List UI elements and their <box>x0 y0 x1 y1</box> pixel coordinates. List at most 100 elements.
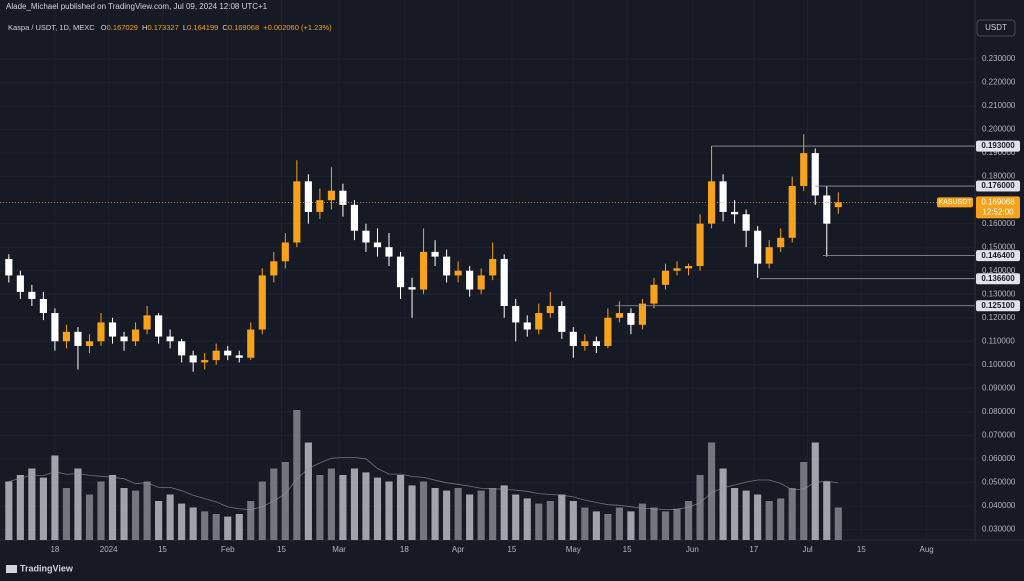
candle-body <box>742 214 750 231</box>
volume-bar <box>201 511 209 540</box>
y-tick-label: 0.130000 <box>982 289 1016 298</box>
volume-bar <box>224 516 232 540</box>
y-tick-label: 0.140000 <box>982 266 1016 275</box>
x-tick-label: Mar <box>332 545 346 554</box>
volume-bar <box>293 410 301 540</box>
candle-body <box>396 256 405 288</box>
volume-bar <box>362 472 370 540</box>
y-tick-label: 0.220000 <box>982 78 1016 87</box>
candle-body <box>304 181 312 212</box>
volume-bar <box>270 468 278 540</box>
ohlc-label: H <box>142 23 147 32</box>
candle-body <box>201 360 209 363</box>
candle-body <box>247 329 255 358</box>
level-label-bg <box>976 140 1020 152</box>
candle-body <box>592 341 600 346</box>
volume-bar <box>166 494 174 540</box>
volume-bar <box>558 494 566 540</box>
volume-bar <box>811 442 819 540</box>
candle-body <box>327 190 335 201</box>
volume-bar <box>546 501 554 540</box>
volume-bar <box>327 468 335 540</box>
volume-bar <box>661 511 670 540</box>
volume-bar <box>189 507 197 540</box>
volume-bar <box>247 501 255 540</box>
candle-body <box>489 258 497 276</box>
candle-body <box>74 331 82 346</box>
volume-bar <box>719 468 727 540</box>
candle-body <box>339 190 347 205</box>
y-tick-label: 0.060000 <box>982 454 1016 463</box>
volume-bar <box>97 481 105 540</box>
volume-bar <box>131 490 140 540</box>
currency-button[interactable] <box>976 19 1016 37</box>
volume-bar <box>834 507 842 540</box>
candle-body <box>719 181 727 212</box>
volume-bar <box>408 485 416 540</box>
volume-bar <box>788 488 796 540</box>
candle-body <box>696 223 704 267</box>
candle-body <box>316 200 324 212</box>
candle-body <box>293 181 301 243</box>
level-label: 0.146400 <box>981 251 1015 260</box>
volume-bar <box>385 481 393 540</box>
candle-body <box>178 341 186 356</box>
x-tick-label: Jul <box>802 545 812 554</box>
candle-body <box>258 275 266 330</box>
candle-body <box>97 322 105 342</box>
ohlc-value: 0.173327 <box>147 23 178 32</box>
candle-body <box>777 237 785 248</box>
x-tick-label: 15 <box>158 545 167 554</box>
volume-bar <box>512 494 520 540</box>
volume-bar <box>650 507 658 540</box>
candle-body <box>558 305 566 332</box>
volume-bar <box>742 490 750 540</box>
x-tick-label: Jun <box>686 545 699 554</box>
volume-bar <box>535 503 543 540</box>
volume-bar <box>466 494 474 540</box>
candle-body <box>16 275 24 292</box>
volume-bar <box>120 488 128 540</box>
volume-bar <box>454 488 462 540</box>
volume-bar <box>258 481 266 540</box>
candle-body <box>661 270 670 285</box>
x-tick-label: 15 <box>857 545 866 554</box>
volume-bar <box>304 442 312 540</box>
candle-body <box>684 266 693 269</box>
y-tick-label: 0.160000 <box>982 219 1016 228</box>
level-label: 0.193000 <box>981 141 1015 150</box>
candle-body <box>362 230 370 243</box>
volume-bar <box>108 475 117 540</box>
candle-body <box>466 270 474 290</box>
volume-bar <box>235 514 243 540</box>
volume-bar <box>85 494 94 540</box>
candle-body <box>143 315 151 330</box>
level-label-bg <box>976 273 1020 285</box>
y-tick-label: 0.210000 <box>982 101 1016 110</box>
candle-body <box>477 275 485 290</box>
volume-bar <box>178 503 186 540</box>
volume-ma <box>8 457 839 511</box>
volume-bar <box>443 490 451 540</box>
y-tick-label: 0.190000 <box>982 148 1016 157</box>
candle-body <box>108 322 117 337</box>
volume-bar <box>627 511 635 540</box>
currency[interactable]: USDT <box>985 23 1007 32</box>
volume-bar <box>74 468 82 540</box>
candle-body <box>235 355 243 358</box>
candle-body <box>281 242 289 262</box>
price-axis-bg <box>975 0 1024 581</box>
candle-body <box>650 284 658 304</box>
volume-bar <box>696 475 704 540</box>
brand-logo <box>6 565 17 573</box>
candle-body <box>431 251 439 257</box>
volume-bar <box>592 511 600 540</box>
volume-bar <box>396 475 405 540</box>
volume-bar <box>638 503 647 540</box>
candle-body <box>638 303 647 325</box>
ticker-bg <box>937 197 973 208</box>
volume-bar <box>28 468 36 540</box>
level-label-bg <box>976 300 1020 312</box>
candle-body <box>85 341 94 346</box>
